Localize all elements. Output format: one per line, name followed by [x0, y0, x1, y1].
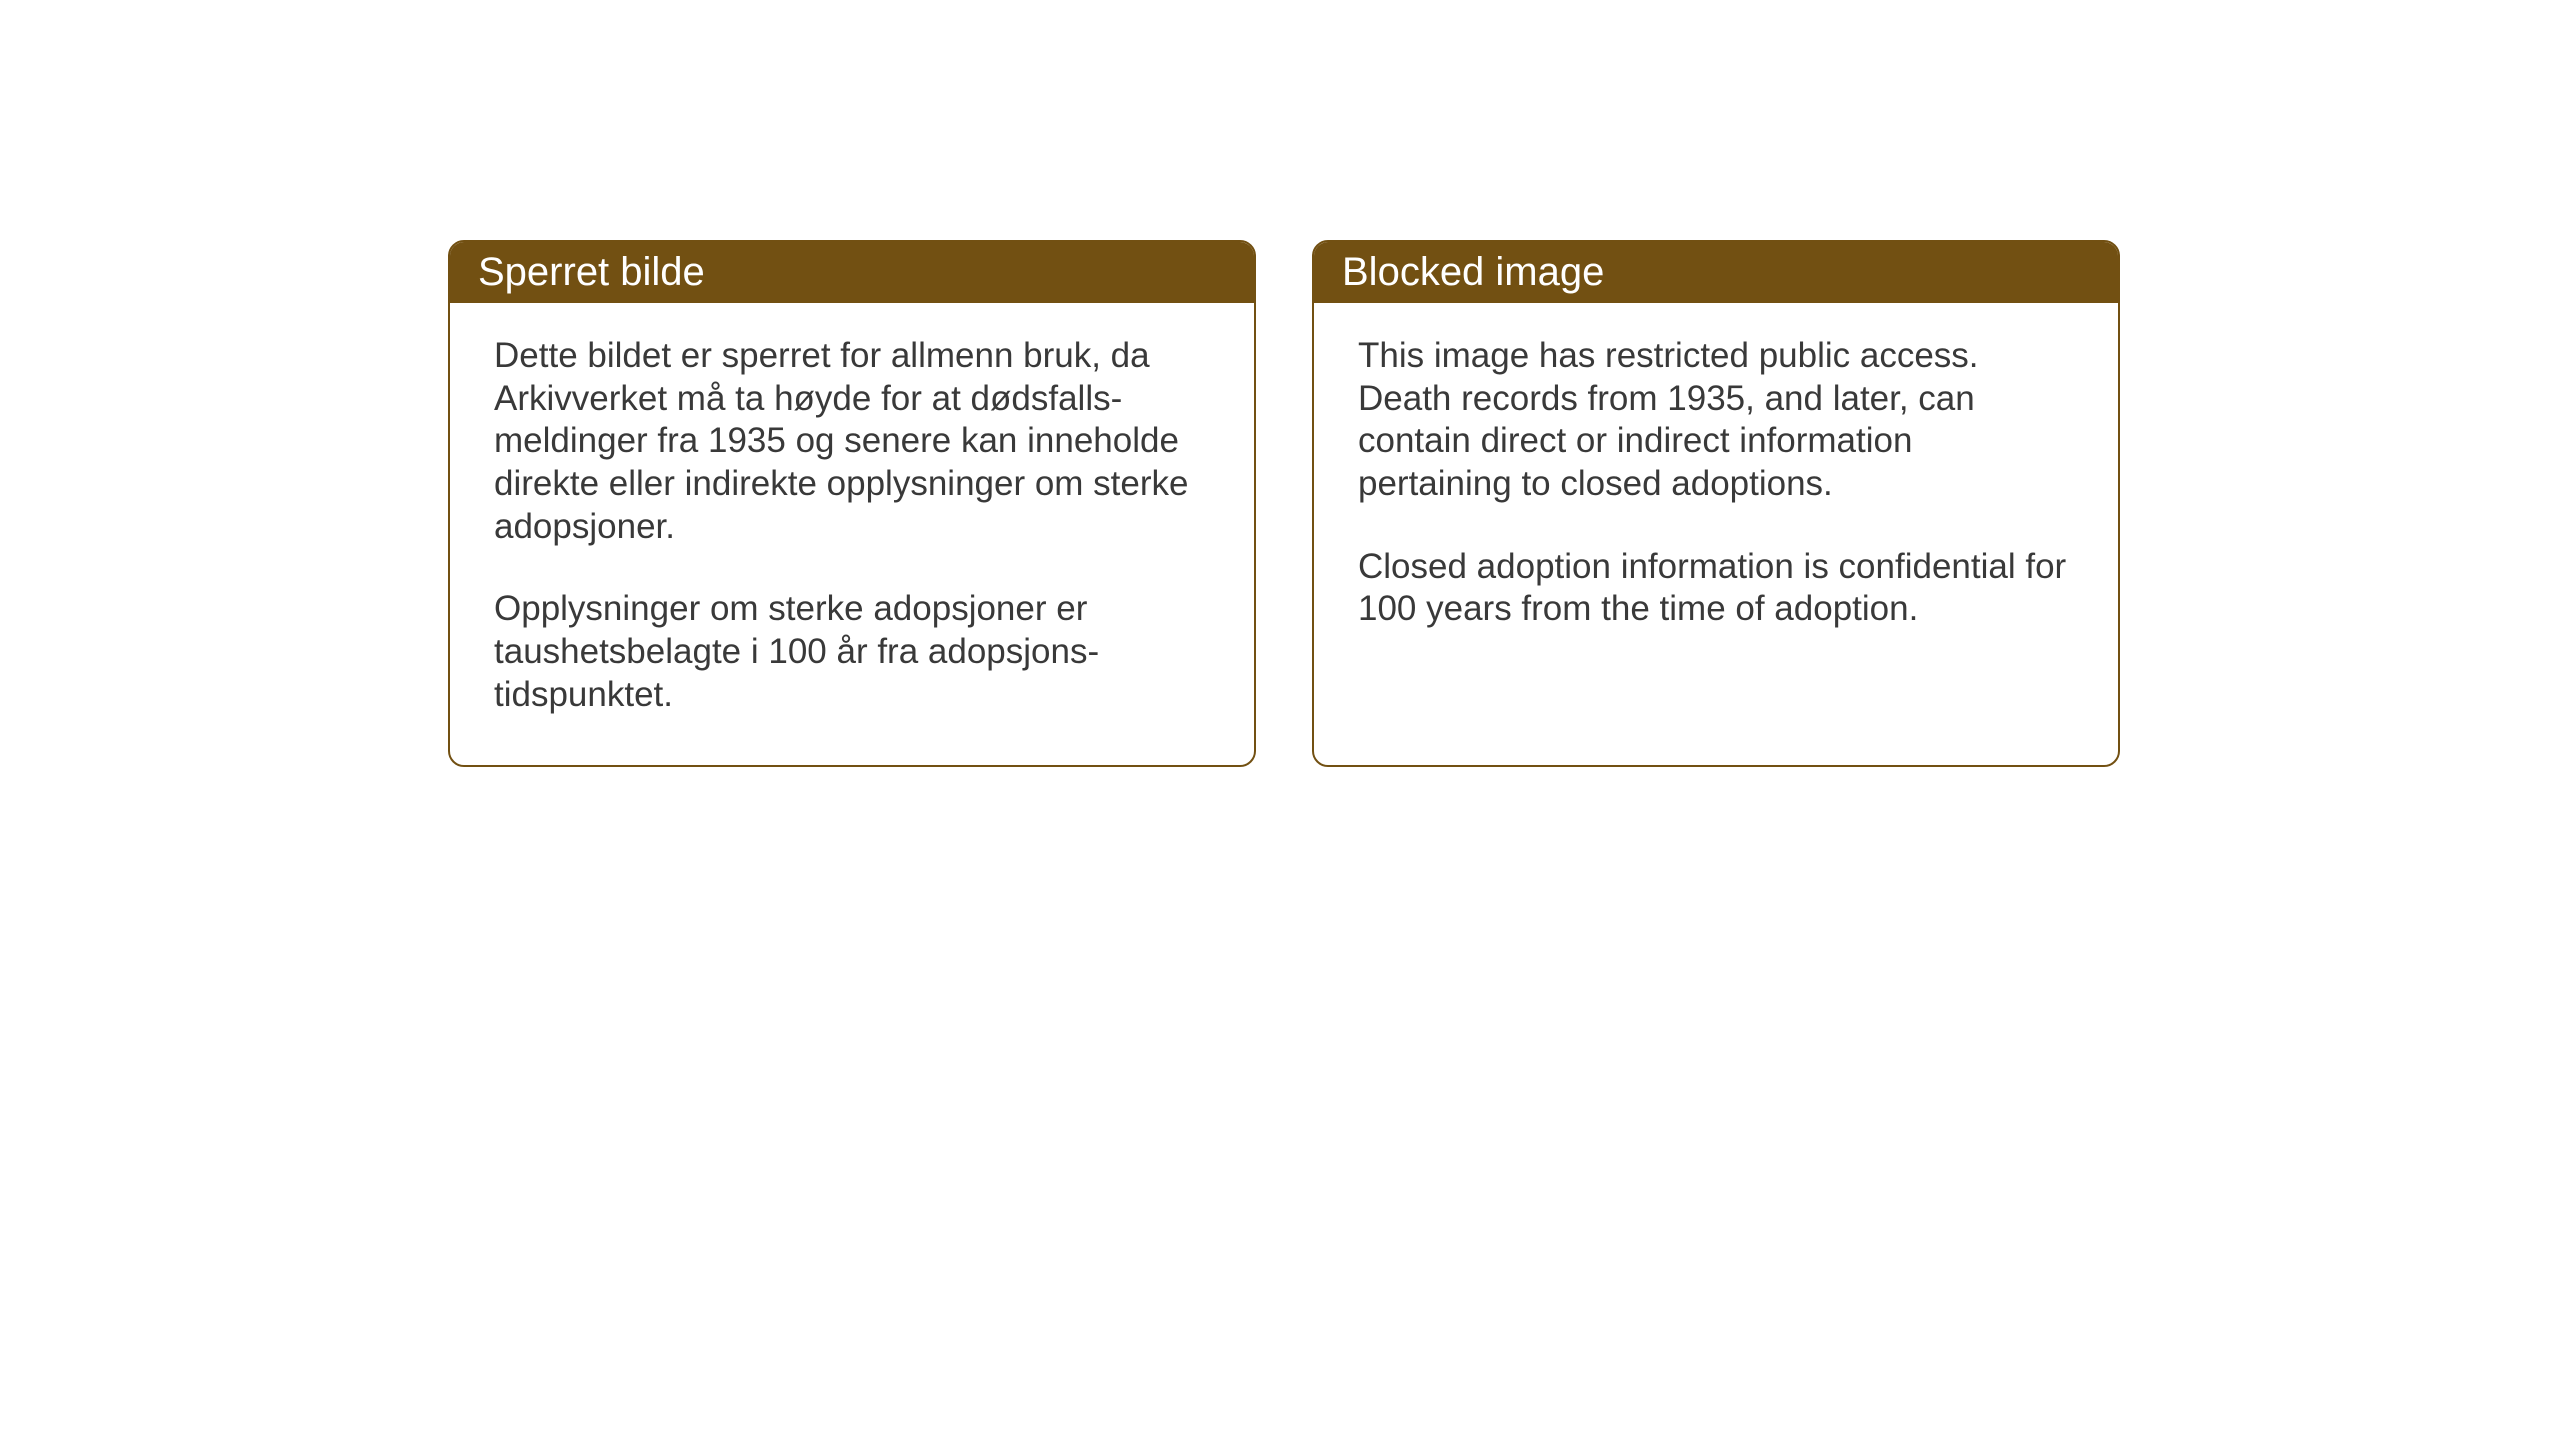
notice-container: Sperret bilde Dette bildet er sperret fo…	[0, 0, 2560, 767]
english-paragraph-2: Closed adoption information is confident…	[1358, 546, 2074, 631]
norwegian-notice-card: Sperret bilde Dette bildet er sperret fo…	[448, 240, 1256, 767]
norwegian-card-title: Sperret bilde	[450, 242, 1254, 303]
norwegian-card-body: Dette bildet er sperret for allmenn bruk…	[450, 303, 1254, 765]
norwegian-paragraph-2: Opplysninger om sterke adopsjoner er tau…	[494, 588, 1210, 716]
english-card-body: This image has restricted public access.…	[1314, 303, 2118, 679]
english-notice-card: Blocked image This image has restricted …	[1312, 240, 2120, 767]
norwegian-paragraph-1: Dette bildet er sperret for allmenn bruk…	[494, 335, 1210, 548]
english-paragraph-1: This image has restricted public access.…	[1358, 335, 2074, 506]
english-card-title: Blocked image	[1314, 242, 2118, 303]
